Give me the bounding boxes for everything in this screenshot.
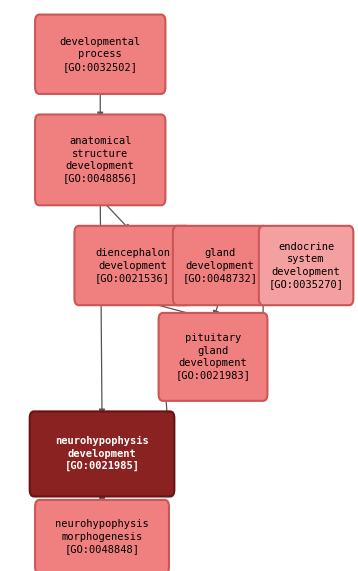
Text: neurohypophysis
morphogenesis
[GO:0048848]: neurohypophysis morphogenesis [GO:004884… bbox=[55, 520, 149, 554]
FancyBboxPatch shape bbox=[30, 411, 174, 497]
Text: anatomical
structure
development
[GO:0048856]: anatomical structure development [GO:004… bbox=[63, 136, 138, 183]
Text: gland
development
[GO:0048732]: gland development [GO:0048732] bbox=[183, 248, 258, 283]
FancyBboxPatch shape bbox=[159, 313, 267, 401]
FancyBboxPatch shape bbox=[173, 226, 267, 305]
FancyBboxPatch shape bbox=[35, 14, 165, 94]
FancyBboxPatch shape bbox=[35, 500, 169, 571]
FancyBboxPatch shape bbox=[74, 226, 190, 305]
Text: developmental
process
[GO:0032502]: developmental process [GO:0032502] bbox=[60, 37, 141, 71]
FancyBboxPatch shape bbox=[35, 114, 165, 206]
FancyBboxPatch shape bbox=[259, 226, 353, 305]
Text: endocrine
system
development
[GO:0035270]: endocrine system development [GO:0035270… bbox=[268, 242, 344, 289]
Text: neurohypophysis
development
[GO:0021985]: neurohypophysis development [GO:0021985] bbox=[55, 436, 149, 472]
Text: diencephalon
development
[GO:0021536]: diencephalon development [GO:0021536] bbox=[95, 248, 170, 283]
Text: pituitary
gland
development
[GO:0021983]: pituitary gland development [GO:0021983] bbox=[175, 333, 251, 380]
